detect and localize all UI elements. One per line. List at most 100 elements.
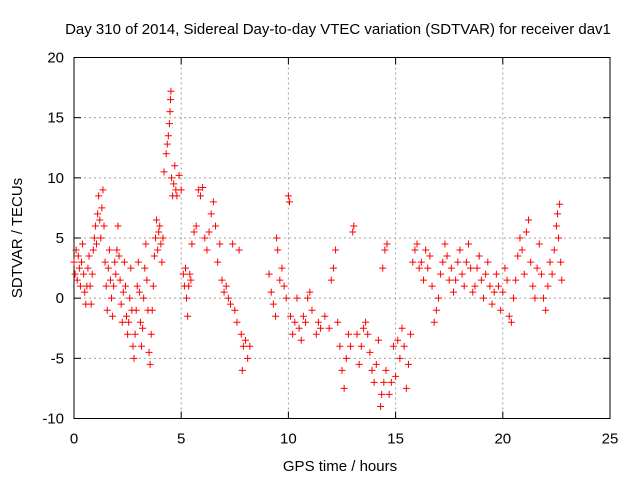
data-point [109, 312, 117, 320]
data-point [97, 234, 105, 242]
data-point [469, 288, 477, 296]
data-point [484, 258, 492, 266]
data-point [233, 318, 241, 326]
data-point [462, 258, 470, 266]
data-point [186, 270, 194, 278]
data-point [205, 228, 213, 236]
data-point [317, 324, 325, 332]
data-point [166, 108, 174, 116]
data-point [267, 288, 275, 296]
data-point [441, 240, 449, 248]
data-point [555, 234, 563, 242]
data-point [87, 300, 95, 308]
data-point [464, 240, 472, 248]
data-point [368, 366, 376, 374]
data-point [480, 294, 488, 302]
x-tick-label: 0 [70, 431, 78, 448]
data-point [265, 270, 273, 278]
data-point [214, 258, 222, 266]
data-point [378, 390, 386, 398]
data-point [357, 342, 365, 350]
data-point [385, 390, 393, 398]
data-point [387, 378, 395, 386]
data-point [342, 354, 350, 362]
y-tick-label: 5 [56, 230, 64, 247]
data-point [96, 216, 104, 224]
data-point [490, 288, 498, 296]
data-point [149, 282, 157, 290]
data-point [222, 282, 230, 290]
data-point [525, 216, 533, 224]
x-tick-label: 25 [602, 431, 619, 448]
data-point [157, 240, 165, 248]
data-point [125, 318, 133, 326]
data-point [224, 294, 232, 302]
data-point [86, 282, 94, 290]
data-point [199, 183, 207, 191]
data-point [101, 258, 109, 266]
data-point [308, 306, 316, 314]
data-point [173, 192, 181, 200]
x-axis-label: GPS time / hours [283, 458, 397, 475]
data-point [537, 270, 545, 278]
data-point [278, 264, 286, 272]
data-point [127, 264, 135, 272]
data-point [430, 318, 438, 326]
data-point [274, 246, 282, 254]
x-tick-label: 10 [280, 431, 297, 448]
data-point [467, 264, 475, 272]
data-point [112, 270, 120, 278]
data-point [158, 258, 166, 266]
data-point [540, 294, 548, 302]
data-point [98, 204, 106, 212]
data-point [552, 222, 560, 230]
data-point [119, 288, 127, 296]
data-point [449, 288, 457, 296]
data-point [327, 276, 335, 284]
data-point [329, 264, 337, 272]
data-point [132, 306, 140, 314]
data-point [394, 336, 402, 344]
data-point [90, 234, 98, 242]
data-point [293, 294, 301, 302]
data-point [475, 252, 483, 260]
data-point [473, 264, 481, 272]
data-point [445, 276, 453, 284]
chart-title: Day 310 of 2014, Sidereal Day-to-day VTE… [65, 21, 611, 38]
data-point [374, 336, 382, 344]
data-point [299, 312, 307, 320]
data-point [471, 282, 479, 290]
data-point [85, 252, 93, 260]
data-point [95, 192, 103, 200]
data-point [75, 264, 83, 272]
data-point [162, 150, 170, 158]
data-point [520, 270, 528, 278]
data-point [231, 306, 239, 314]
data-point [284, 192, 292, 200]
data-point [147, 330, 155, 338]
data-point [505, 312, 513, 320]
data-point [244, 354, 252, 362]
data-point [510, 294, 518, 302]
data-point [237, 330, 245, 338]
data-point [533, 264, 541, 272]
data-point [148, 306, 156, 314]
axis-ticks [73, 57, 611, 419]
data-point [110, 282, 118, 290]
data-points [70, 87, 566, 410]
data-point [88, 270, 96, 278]
data-point [139, 324, 147, 332]
data-point [344, 330, 352, 338]
data-point [338, 366, 346, 374]
data-point [115, 252, 123, 260]
data-point [179, 270, 187, 278]
data-point [121, 282, 129, 290]
data-point [124, 330, 132, 338]
y-axis-label: SDTVAR / TECUs [9, 178, 26, 298]
data-point [306, 288, 314, 296]
data-point [297, 336, 305, 344]
data-point [166, 96, 174, 104]
data-point [495, 282, 503, 290]
data-point [80, 270, 88, 278]
